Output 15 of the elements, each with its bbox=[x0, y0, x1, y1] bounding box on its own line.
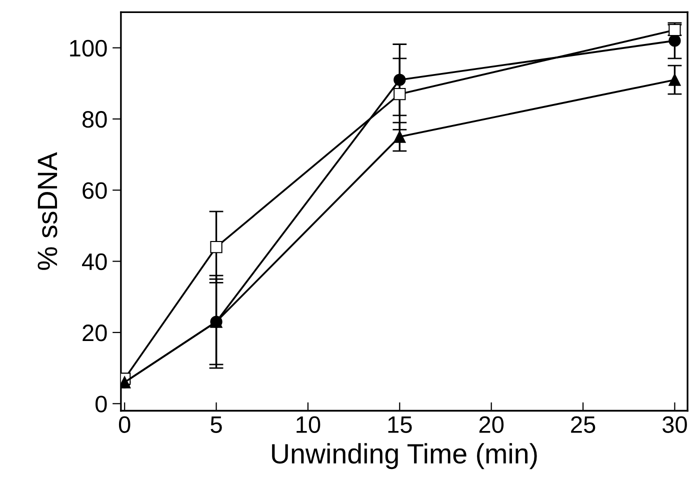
x-tick-label: 30 bbox=[662, 416, 687, 433]
y-tick-label: 20 bbox=[82, 324, 107, 342]
x-tick-label: 20 bbox=[479, 416, 504, 433]
y-axis-title: % ssDNA bbox=[38, 152, 58, 270]
y-tick-label: 40 bbox=[82, 253, 107, 270]
x-tick-label: 15 bbox=[388, 416, 412, 433]
y-tick-label: 100 bbox=[70, 40, 107, 57]
x-tick-label: 25 bbox=[571, 416, 596, 433]
y-tick-label: 0 bbox=[96, 396, 107, 412]
x-tick-label: 0 bbox=[118, 416, 130, 433]
x-tick-label: 5 bbox=[210, 416, 222, 433]
y-tick-label: 60 bbox=[82, 182, 107, 199]
x-tick-label: 10 bbox=[296, 416, 320, 433]
x-axis-title: Unwinding Time (min) bbox=[272, 443, 537, 470]
y-tick-label: 80 bbox=[82, 111, 107, 128]
